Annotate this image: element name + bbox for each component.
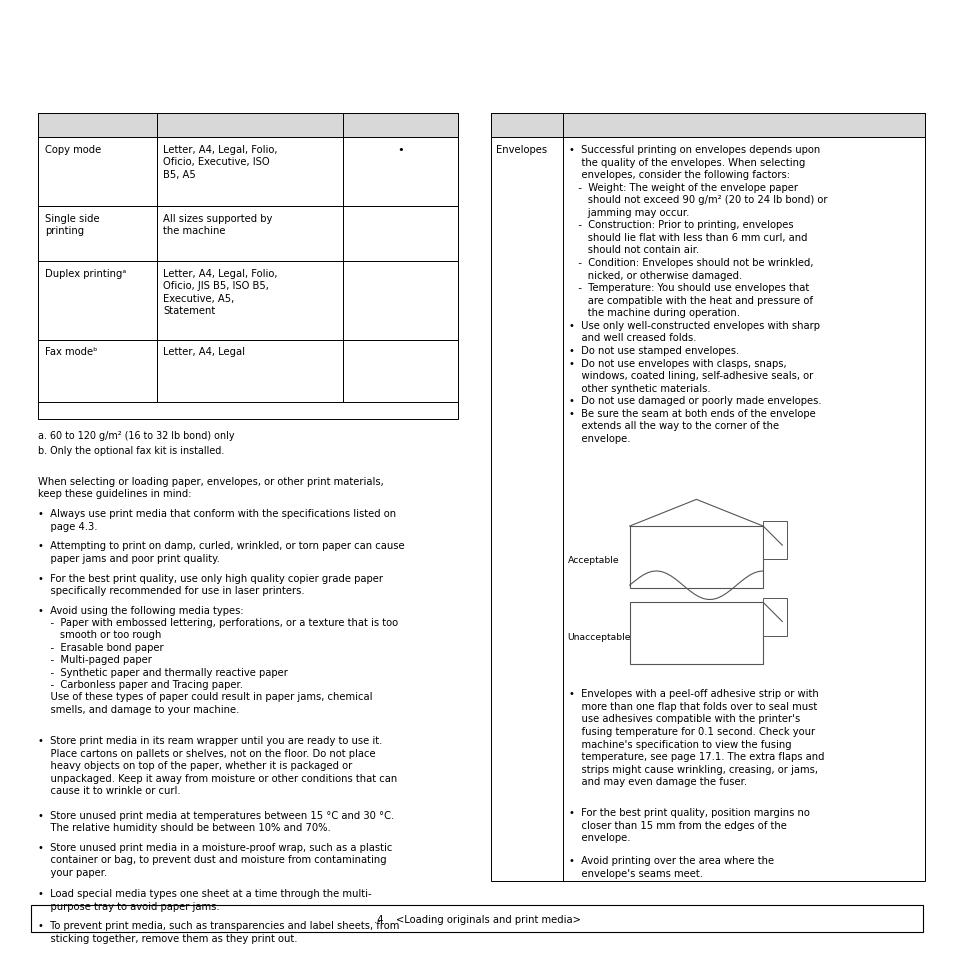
Text: When selecting or loading paper, envelopes, or other print materials,
keep these: When selecting or loading paper, envelop… — [38, 476, 383, 498]
Bar — [343, 207, 457, 262]
Bar — [343, 340, 457, 402]
Bar — [38, 340, 157, 402]
Text: •  Store unused print media in a moisture-proof wrap, such as a plastic
    cont: • Store unused print media in a moisture… — [38, 842, 392, 877]
Bar — [491, 114, 924, 882]
Bar — [343, 114, 457, 138]
Text: •  To prevent print media, such as transparencies and label sheets, from
    sti: • To prevent print media, such as transp… — [38, 921, 399, 943]
Text: •  For the best print quality, use only high quality copier grade paper
    spec: • For the best print quality, use only h… — [38, 573, 383, 596]
Bar — [157, 207, 343, 262]
Bar — [629, 526, 762, 589]
Bar — [762, 522, 786, 560]
Bar — [157, 138, 343, 207]
Bar — [38, 207, 157, 262]
Bar — [343, 262, 457, 340]
Text: All sizes supported by
the machine: All sizes supported by the machine — [163, 213, 273, 235]
Bar — [629, 603, 762, 665]
Bar — [157, 262, 343, 340]
Bar — [38, 114, 157, 138]
Text: •  Load special media types one sheet at a time through the multi-
    purpose t: • Load special media types one sheet at … — [38, 888, 372, 910]
Text: Envelopes: Envelopes — [496, 145, 547, 154]
Bar — [491, 114, 562, 138]
Text: Letter, A4, Legal, Folio,
Oficio, Executive, ISO
B5, A5: Letter, A4, Legal, Folio, Oficio, Execut… — [163, 145, 277, 179]
Text: •  Envelopes with a peel-off adhesive strip or with
    more than one flap that : • Envelopes with a peel-off adhesive str… — [568, 688, 823, 786]
Text: Copy mode: Copy mode — [45, 145, 101, 154]
Text: .4    <Loading originals and print media>: .4 <Loading originals and print media> — [374, 914, 579, 923]
Bar — [562, 114, 924, 138]
Text: Single side
printing: Single side printing — [45, 213, 99, 235]
Text: •  Store unused print media at temperatures between 15 °C and 30 °C.
    The rel: • Store unused print media at temperatur… — [38, 810, 394, 832]
Text: Unacceptable: Unacceptable — [567, 632, 631, 641]
Bar — [30, 905, 923, 932]
Text: Duplex printingᵃ: Duplex printingᵃ — [45, 269, 126, 278]
Bar — [157, 114, 343, 138]
Text: b. Only the optional fax kit is installed.: b. Only the optional fax kit is installe… — [38, 445, 224, 455]
Bar — [762, 598, 786, 637]
Text: •  Avoid using the following media types:
    -  Paper with embossed lettering, : • Avoid using the following media types:… — [38, 605, 397, 714]
Bar — [38, 114, 457, 419]
Bar — [38, 138, 157, 207]
Text: Fax modeᵇ: Fax modeᵇ — [45, 347, 97, 356]
Bar — [38, 262, 157, 340]
Text: •  Successful printing on envelopes depends upon
    the quality of the envelope: • Successful printing on envelopes depen… — [568, 145, 826, 443]
Text: •  Store print media in its ream wrapper until you are ready to use it.
    Plac: • Store print media in its ream wrapper … — [38, 736, 397, 795]
Bar — [157, 340, 343, 402]
Text: Letter, A4, Legal: Letter, A4, Legal — [163, 347, 245, 356]
Text: Letter, A4, Legal, Folio,
Oficio, JIS B5, ISO B5,
Executive, A5,
Statement: Letter, A4, Legal, Folio, Oficio, JIS B5… — [163, 269, 277, 315]
Text: •  Attempting to print on damp, curled, wrinkled, or torn paper can cause
    pa: • Attempting to print on damp, curled, w… — [38, 541, 404, 563]
Bar — [343, 138, 457, 207]
Text: Acceptable: Acceptable — [567, 556, 618, 565]
Text: •  Avoid printing over the area where the
    envelope's seams meet.: • Avoid printing over the area where the… — [568, 855, 773, 878]
Text: •  For the best print quality, position margins no
    closer than 15 mm from th: • For the best print quality, position m… — [568, 807, 808, 842]
Text: •  Always use print media that conform with the specifications listed on
    pag: • Always use print media that conform wi… — [38, 509, 395, 531]
Text: a. 60 to 120 g/m² (16 to 32 lb bond) only: a. 60 to 120 g/m² (16 to 32 lb bond) onl… — [38, 431, 234, 440]
Text: •: • — [396, 145, 404, 154]
